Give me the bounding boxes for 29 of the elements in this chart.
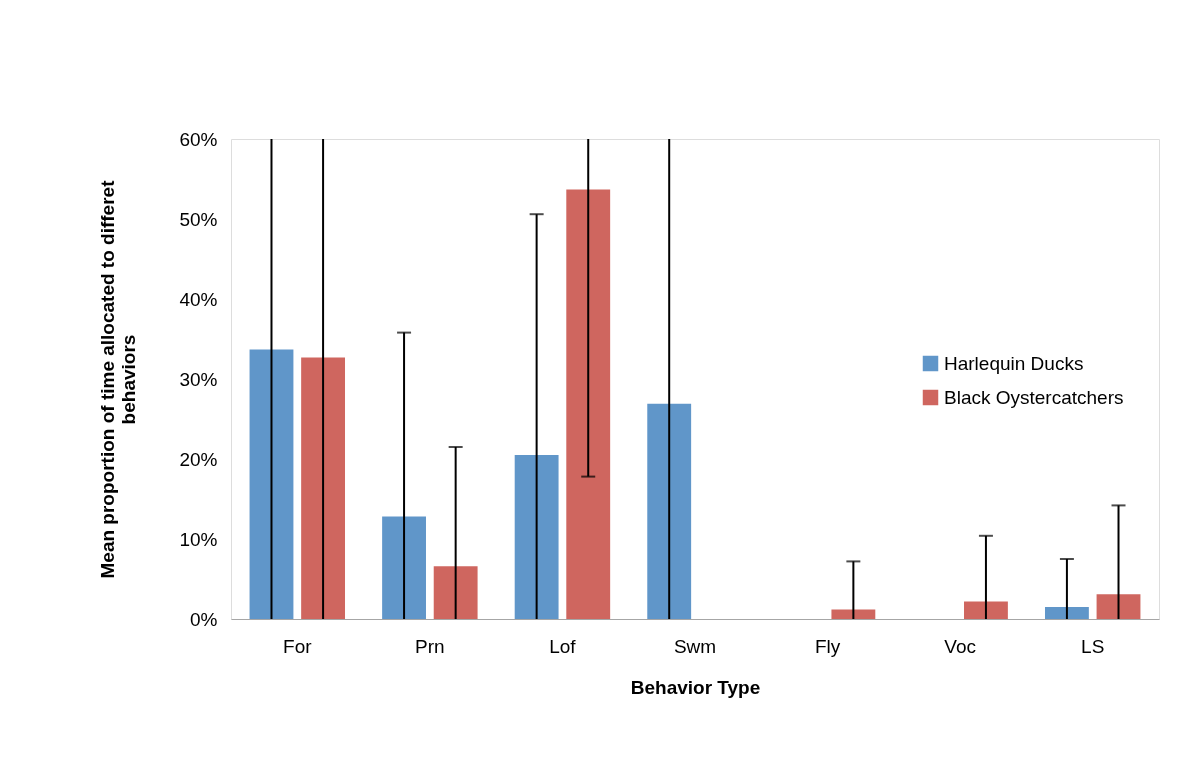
y-tick-label: 60% bbox=[179, 128, 218, 150]
bar bbox=[249, 349, 294, 619]
x-tick-label: Fly bbox=[814, 635, 841, 657]
y-tick-label: 30% bbox=[179, 368, 218, 390]
bar bbox=[382, 516, 426, 619]
legend-label: Black Oystercatchers bbox=[944, 386, 1124, 408]
bar bbox=[831, 609, 876, 619]
legend-label: Harlequin Ducks bbox=[944, 352, 1084, 374]
x-axis-title: Behavior Type bbox=[630, 676, 761, 698]
x-tick-label: Prn bbox=[415, 635, 445, 657]
bar bbox=[433, 566, 478, 619]
x-tick-label: Swm bbox=[673, 635, 717, 657]
x-tick-label: Voc bbox=[944, 635, 976, 657]
bar bbox=[301, 357, 346, 619]
x-tick-label: For bbox=[283, 635, 313, 657]
bar bbox=[566, 189, 611, 619]
bar bbox=[647, 403, 692, 619]
y-tick-label: 40% bbox=[179, 288, 218, 310]
y-tick-label: 0% bbox=[190, 608, 218, 630]
x-tick-label: Lof bbox=[549, 635, 577, 657]
bar bbox=[1044, 607, 1089, 619]
y-tick-label: 50% bbox=[179, 208, 218, 230]
bar bbox=[964, 601, 1008, 619]
bar bbox=[514, 455, 559, 619]
y-tick-label: 10% bbox=[179, 528, 218, 550]
y-axis-title: Mean proportion of time allocated to differet behaviors bbox=[97, 179, 140, 579]
y-tick-label: 20% bbox=[179, 448, 218, 470]
x-tick-label: LS bbox=[1081, 635, 1105, 657]
bar bbox=[1096, 594, 1141, 619]
